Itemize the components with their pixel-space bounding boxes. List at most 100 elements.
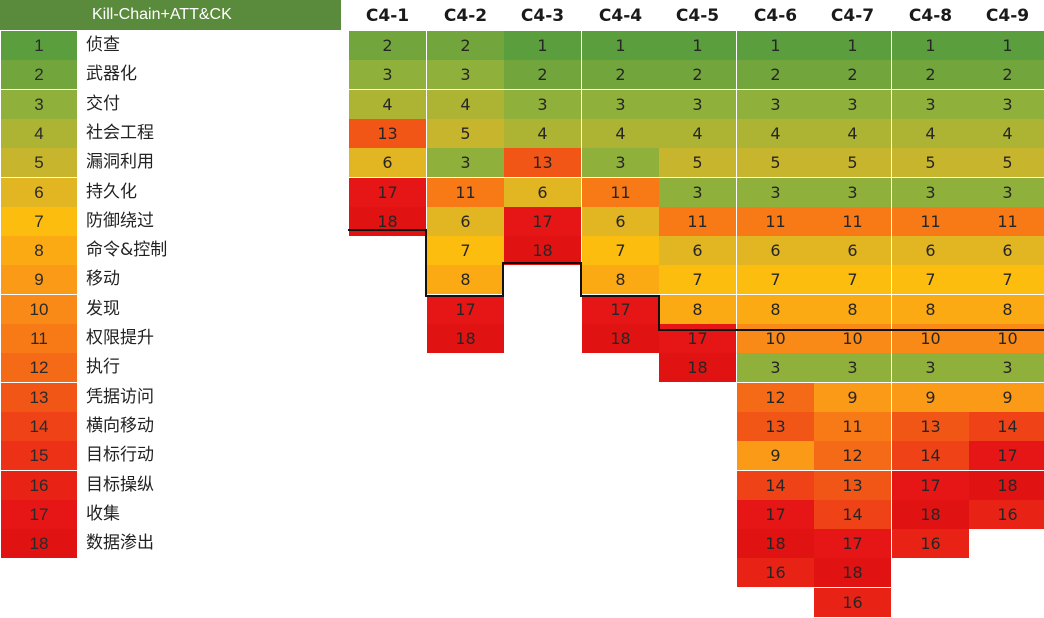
sequence-cell: 13 — [737, 412, 814, 441]
sequence-cell: 2 — [349, 31, 426, 60]
sequence-cell: 3 — [969, 178, 1044, 207]
sequence-cell: 3 — [814, 353, 891, 382]
sequence-cell: 18 — [814, 558, 891, 587]
sequence-cell: 11 — [427, 178, 504, 207]
sequence-cell: 3 — [814, 90, 891, 119]
sequence-cell: 9 — [814, 383, 891, 412]
sequence-cell: 3 — [969, 90, 1044, 119]
sequence-cell: 12 — [814, 441, 891, 470]
sequence-cell: 5 — [737, 148, 814, 177]
sequence-cell: 6 — [892, 236, 969, 265]
legend-stage-number: 13 — [1, 383, 77, 412]
sequence-cell: 4 — [349, 90, 426, 119]
sequence-cell: 8 — [969, 295, 1044, 324]
sequence-cell: 1 — [892, 31, 969, 60]
sequence-cell: 6 — [659, 236, 736, 265]
legend-stage-label: 社会工程 — [86, 123, 154, 143]
legend-stage-number: 2 — [1, 60, 77, 89]
sequence-cell: 4 — [969, 119, 1044, 148]
sequence-cell: 12 — [737, 383, 814, 412]
sequence-cell: 17 — [737, 500, 814, 529]
legend-stage-number: 9 — [1, 265, 77, 294]
sequence-cell: 8 — [659, 295, 736, 324]
sequence-cell: 8 — [427, 265, 504, 294]
sequence-cell: 5 — [814, 148, 891, 177]
legend-stage-number: 6 — [1, 178, 77, 207]
sequence-cell: 3 — [892, 90, 969, 119]
sequence-cell: 18 — [582, 324, 659, 353]
sequence-cell: 11 — [969, 207, 1044, 236]
sequence-cell: 6 — [427, 207, 504, 236]
sequence-cell: 2 — [504, 60, 581, 89]
sequence-cell: 4 — [582, 119, 659, 148]
legend-stage-label: 发现 — [86, 299, 120, 319]
sequence-cell: 6 — [737, 236, 814, 265]
sequence-cell: 3 — [892, 178, 969, 207]
sequence-cell: 4 — [659, 119, 736, 148]
legend-stage-number: 8 — [1, 236, 77, 265]
sequence-cell: 6 — [582, 207, 659, 236]
legend-stage-label: 移动 — [86, 269, 120, 289]
column-header: C4-8 — [908, 6, 953, 26]
legend-stage-label: 命令&控制 — [86, 240, 168, 260]
legend-stage-label: 持久化 — [86, 182, 137, 202]
sequence-cell: 3 — [504, 90, 581, 119]
sequence-cell: 14 — [814, 500, 891, 529]
sequence-cell: 10 — [969, 324, 1044, 353]
sequence-cell: 18 — [504, 236, 581, 265]
legend-stage-number: 3 — [1, 90, 77, 119]
sequence-cell: 3 — [659, 90, 736, 119]
sequence-cell: 9 — [892, 383, 969, 412]
legend-stage-label: 横向移动 — [86, 416, 154, 436]
sequence-cell: 18 — [349, 207, 426, 236]
sequence-cell: 2 — [427, 31, 504, 60]
sequence-cell: 16 — [969, 500, 1044, 529]
sequence-cell: 2 — [582, 60, 659, 89]
sequence-cell: 7 — [969, 265, 1044, 294]
sequence-cell: 9 — [737, 441, 814, 470]
sequence-cell: 17 — [892, 471, 969, 500]
boundary-line — [580, 262, 582, 297]
sequence-cell: 11 — [659, 207, 736, 236]
sequence-cell: 11 — [582, 178, 659, 207]
sequence-cell: 18 — [969, 471, 1044, 500]
sequence-cell: 4 — [814, 119, 891, 148]
sequence-cell: 16 — [814, 588, 891, 617]
legend-stage-number: 1 — [1, 31, 77, 60]
sequence-cell: 7 — [892, 265, 969, 294]
sequence-cell: 1 — [969, 31, 1044, 60]
sequence-cell: 18 — [737, 529, 814, 558]
boundary-line — [425, 295, 504, 297]
sequence-cell: 17 — [659, 324, 736, 353]
sequence-cell: 3 — [582, 148, 659, 177]
sequence-cell: 6 — [349, 148, 426, 177]
boundary-line — [658, 329, 1044, 331]
sequence-cell: 4 — [427, 90, 504, 119]
sequence-cell: 13 — [892, 412, 969, 441]
sequence-cell: 2 — [737, 60, 814, 89]
legend-stage-label: 交付 — [86, 94, 120, 114]
legend-stage-label: 目标操纵 — [86, 475, 154, 495]
sequence-cell: 6 — [814, 236, 891, 265]
sequence-cell: 3 — [427, 60, 504, 89]
boundary-line — [502, 262, 582, 264]
sequence-cell: 4 — [737, 119, 814, 148]
sequence-cell: 13 — [504, 148, 581, 177]
sequence-cell: 11 — [814, 207, 891, 236]
sequence-cell: 1 — [659, 31, 736, 60]
legend-stage-label: 执行 — [86, 357, 120, 377]
sequence-cell: 3 — [814, 178, 891, 207]
sequence-cell: 17 — [814, 529, 891, 558]
legend-stage-number: 10 — [1, 295, 77, 324]
sequence-cell: 13 — [349, 119, 426, 148]
legend-stage-number: 14 — [1, 412, 77, 441]
legend-stage-number: 15 — [1, 441, 77, 470]
sequence-cell: 5 — [892, 148, 969, 177]
boundary-line — [580, 295, 660, 297]
column-header: C4-6 — [753, 6, 798, 26]
column-header: C4-1 — [365, 6, 410, 26]
sequence-cell: 16 — [892, 529, 969, 558]
sequence-cell: 7 — [814, 265, 891, 294]
sequence-cell: 18 — [659, 353, 736, 382]
sequence-cell: 3 — [737, 353, 814, 382]
